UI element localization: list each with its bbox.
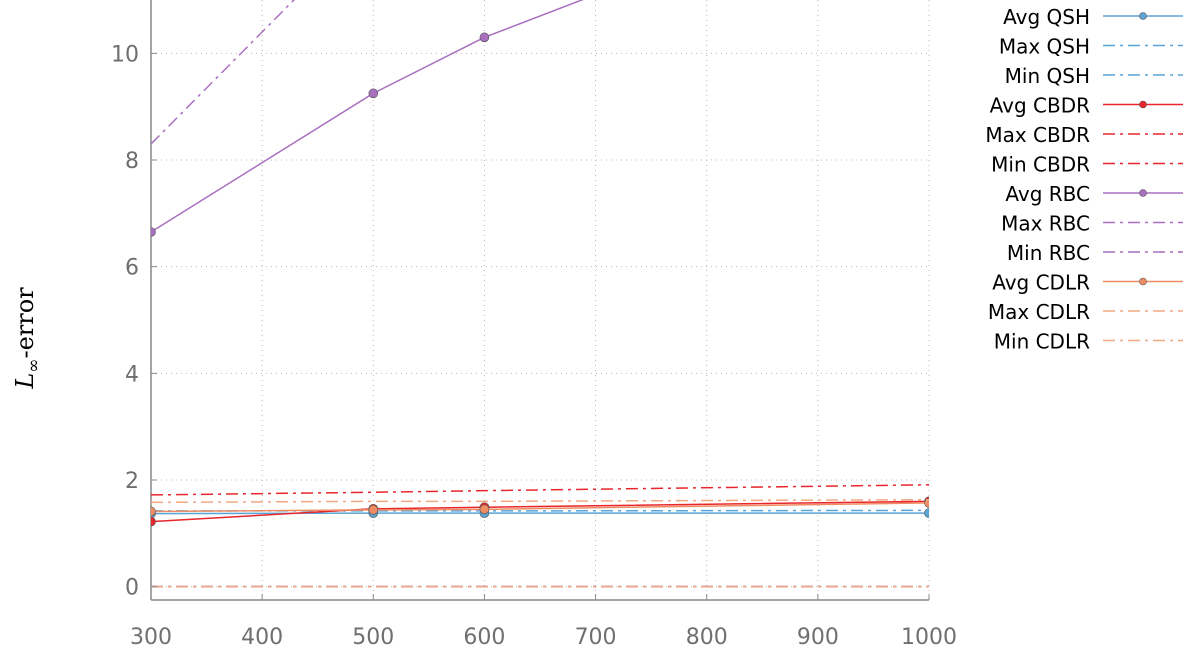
y-tick-label: 6 [125,256,139,281]
x-tick-label: 900 [797,625,839,648]
legend-label-min-qsh: Min QSH [1005,64,1090,88]
legend-marker-avg-qsh [1139,12,1147,20]
data-point-avg-rbc [151,227,156,237]
legend-label-min-cdlr: Min CDLR [994,330,1090,354]
y-tick-label: 10 [111,42,139,67]
legend-label-avg-qsh: Avg QSH [1003,5,1090,29]
series-line-max-cbdr [151,484,929,496]
y-tick-label: 2 [125,469,139,494]
data-point-avg-rbc [479,32,490,43]
legend-label-avg-rbc: Avg RBC [1005,182,1090,206]
data-point-avg-rbc [368,88,379,99]
x-tick-label: 700 [575,625,617,648]
series-layer [151,0,929,588]
x-tick-label: 300 [130,625,172,648]
legend-label-max-cbdr: Max CBDR [985,123,1090,147]
series-line-avg-qsh [151,512,929,515]
x-tick-label: 800 [686,625,728,648]
data-point-avg-cdlr [924,498,929,508]
grid [151,0,930,600]
series-line-avg-cdlr [151,502,929,513]
data-point-avg-cbdr [151,516,156,527]
y-axis-label-main: L [11,373,39,390]
y-tick-label: 4 [125,362,139,387]
series-line-max-cdlr [151,498,929,504]
x-tick-label: 600 [463,625,505,648]
legend: Avg QSH Max QSH Min QSH Avg CBDR Max CBDR Min… [985,5,1183,354]
data-point-avg-cdlr [151,506,156,517]
legend-label-max-cdlr: Max CDLR [988,300,1090,324]
series-line-max-rbc [151,0,295,145]
y-axis-label-sub: ∞ [24,359,44,373]
legend-marker-avg-cdlr [1139,277,1147,286]
y-tick-label: 8 [125,149,139,174]
x-axis-ticks: 300 400 500 600 700 800 900 1000 [130,594,957,648]
x-tick-label: 400 [241,625,283,648]
legend-marker-avg-rbc [1139,189,1147,197]
y-tick-label: 0 [125,576,139,601]
legend-label-min-rbc: Min RBC [1007,241,1090,265]
legend-label-avg-cdlr: Avg CDLR [992,271,1090,295]
legend-marker-avg-cbdr [1139,100,1147,109]
legend-label-avg-cbdr: Avg CBDR [990,94,1090,118]
data-point-avg-qsh [924,508,929,518]
series-line-avg-cbdr [151,500,929,523]
y-axis-label: L∞-error [11,287,44,390]
y-axis-ticks: 0 2 4 6 8 10 [111,42,157,601]
y-axis-label-suffix: -error [11,287,39,359]
series-line-avg-rbc [151,0,584,233]
x-tick-label: 1000 [901,625,957,648]
data-point-avg-cdlr [479,504,490,515]
axes [150,0,929,601]
legend-label-max-qsh: Max QSH [999,35,1090,59]
legend-label-max-rbc: Max RBC [1001,212,1090,236]
legend-label-min-cbdr: Min CBDR [991,153,1090,177]
x-tick-label: 500 [352,625,394,648]
data-point-avg-cdlr [368,505,379,515]
